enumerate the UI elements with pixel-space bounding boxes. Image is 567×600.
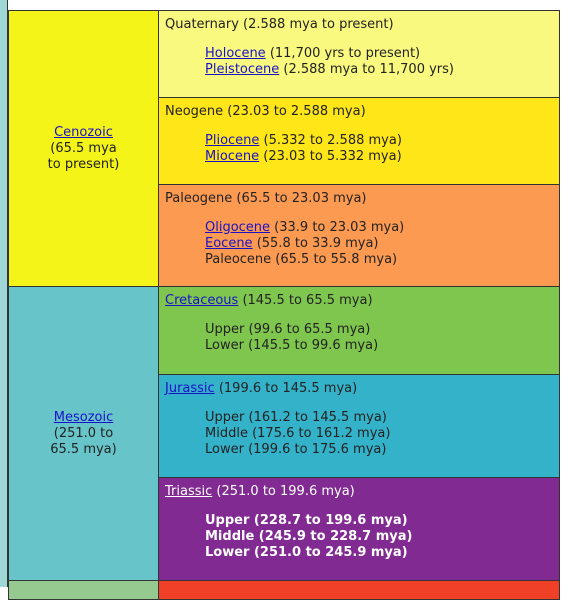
era-cenozoic: Cenozoic (65.5 mya to present) bbox=[8, 10, 159, 287]
period-jurassic-range: (199.6 to 145.5 mya) bbox=[214, 381, 358, 396]
epoch-miocene-range: (23.03 to 5.332 mya) bbox=[259, 149, 402, 164]
epoch-jurassic-upper-name: Upper bbox=[205, 410, 245, 425]
period-neogene-range: (23.03 to 2.588 mya) bbox=[223, 104, 366, 119]
period-neogene-name: Neogene bbox=[165, 104, 224, 119]
period-jurassic: Jurassic (199.6 to 145.5 mya) Upper (161… bbox=[158, 374, 560, 478]
period-cretaceous: Cretaceous (145.5 to 65.5 mya) Upper (99… bbox=[158, 286, 560, 375]
epoch-eocene-range: (55.8 to 33.9 mya) bbox=[252, 236, 379, 251]
epoch-pliocene-link[interactable]: Pliocene bbox=[205, 133, 260, 148]
period-paleogene-name: Paleogene bbox=[165, 191, 233, 206]
epoch-paleocene-name: Paleocene bbox=[205, 252, 272, 267]
epoch-jurassic-middle-name: Middle bbox=[205, 426, 248, 441]
epoch-cretaceous-upper-name: Upper bbox=[205, 322, 245, 337]
period-quaternary-name: Quaternary bbox=[165, 17, 239, 32]
epoch-jurassic-lower-range: (199.6 to 175.6 mya) bbox=[243, 442, 387, 457]
period-next bbox=[158, 580, 560, 600]
era-mesozoic: Mesozoic (251.0 to 65.5 mya) bbox=[8, 286, 159, 581]
period-triassic-range: (251.0 to 199.6 mya) bbox=[212, 484, 355, 499]
epoch-triassic-upper-name: Upper bbox=[205, 513, 250, 528]
era-mesozoic-link[interactable]: Mesozoic bbox=[53, 409, 114, 425]
epoch-jurassic-upper-range: (161.2 to 145.5 mya) bbox=[244, 410, 387, 425]
era-mesozoic-range-2: 65.5 mya) bbox=[50, 441, 117, 457]
period-quaternary-range: (2.588 mya to present) bbox=[238, 17, 394, 32]
period-jurassic-link[interactable]: Jurassic bbox=[165, 381, 215, 396]
epoch-triassic-lower-name: Lower bbox=[205, 545, 250, 560]
era-cenozoic-link[interactable]: Cenozoic bbox=[54, 124, 113, 140]
epoch-triassic-upper-range: (228.7 to 199.6 mya) bbox=[249, 513, 408, 528]
era-mesozoic-range-1: (251.0 to bbox=[53, 425, 114, 441]
epoch-cretaceous-upper-range: (99.6 to 65.5 mya) bbox=[244, 322, 371, 337]
epoch-jurassic-middle-range: (175.6 to 161.2 mya) bbox=[247, 426, 391, 441]
epoch-jurassic-lower-name: Lower bbox=[205, 442, 244, 457]
epoch-miocene-link[interactable]: Miocene bbox=[205, 149, 260, 164]
period-triassic-link[interactable]: Triassic bbox=[165, 484, 213, 499]
period-neogene: Neogene (23.03 to 2.588 mya) Pliocene (5… bbox=[158, 97, 560, 185]
epoch-pliocene-range: (5.332 to 2.588 mya) bbox=[259, 133, 402, 148]
period-cretaceous-range: (145.5 to 65.5 mya) bbox=[238, 293, 373, 308]
epoch-triassic-lower-range: (251.0 to 245.9 mya) bbox=[249, 545, 408, 560]
epoch-paleocene-range: (65.5 to 55.8 mya) bbox=[271, 252, 398, 267]
epoch-triassic-middle-name: Middle bbox=[205, 529, 255, 544]
period-triassic: Triassic (251.0 to 199.6 mya) Upper (228… bbox=[158, 477, 560, 581]
era-next bbox=[8, 580, 159, 600]
epoch-cretaceous-lower-name: Lower bbox=[205, 338, 244, 353]
epoch-cretaceous-lower-range: (145.5 to 99.6 mya) bbox=[243, 338, 379, 353]
epoch-holocene-range: (11,700 yrs to present) bbox=[265, 46, 421, 61]
left-strip bbox=[0, 0, 8, 587]
epoch-oligocene-link[interactable]: Oligocene bbox=[205, 220, 271, 235]
period-paleogene: Paleogene (65.5 to 23.03 mya) Oligocene … bbox=[158, 184, 560, 287]
epoch-oligocene-range: (33.9 to 23.03 mya) bbox=[270, 220, 405, 235]
epoch-holocene-link[interactable]: Holocene bbox=[205, 46, 266, 61]
era-cenozoic-range-1: (65.5 mya bbox=[50, 140, 117, 156]
period-quaternary: Quaternary (2.588 mya to present) Holoce… bbox=[158, 10, 560, 98]
period-paleogene-range: (65.5 to 23.03 mya) bbox=[232, 191, 367, 206]
period-cretaceous-link[interactable]: Cretaceous bbox=[165, 293, 239, 308]
epoch-triassic-middle-range: (245.9 to 228.7 mya) bbox=[254, 529, 413, 544]
epoch-eocene-link[interactable]: Eocene bbox=[205, 236, 253, 251]
era-cenozoic-range-2: to present) bbox=[47, 156, 120, 172]
epoch-pleistocene-link[interactable]: Pleistocene bbox=[205, 62, 280, 77]
epoch-pleistocene-range: (2.588 mya to 11,700 yrs) bbox=[279, 62, 454, 77]
